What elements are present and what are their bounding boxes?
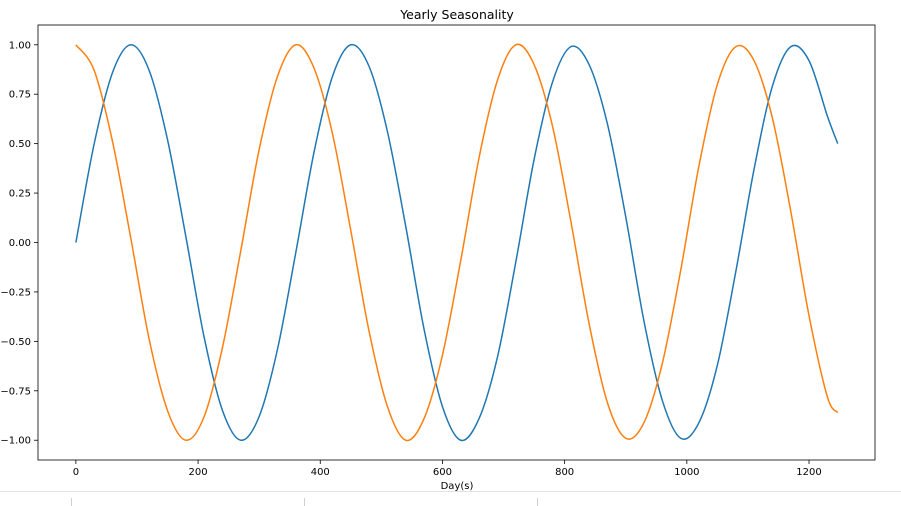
x-tick-label: 200	[189, 467, 208, 478]
x-tick-label: 600	[433, 467, 452, 478]
figure-background	[0, 0, 901, 492]
x-tick-label: 1000	[674, 467, 699, 478]
y-tick-label: −0.25	[0, 287, 31, 298]
y-tick-label: 0.00	[9, 238, 31, 249]
toolbar-divider	[304, 498, 305, 506]
chart-title: Yearly Seasonality	[399, 7, 514, 22]
x-tick-label: 800	[555, 467, 574, 478]
y-tick-label: 0.50	[9, 139, 31, 150]
y-tick-label: −0.75	[0, 386, 31, 397]
bottom-toolbar-strip	[0, 491, 901, 506]
y-tick-label: −1.00	[0, 436, 31, 447]
series-line-2	[75, 43, 839, 442]
y-tick-label: 0.25	[9, 189, 31, 200]
x-tick-label: 1200	[796, 467, 821, 478]
toolbar-divider	[537, 498, 538, 506]
toolbar-divider	[71, 498, 72, 506]
series-line-1	[75, 43, 839, 442]
x-tick-label: 0	[73, 467, 79, 478]
plot-area: 0 200 400 600 800 1000 1200 −1.00 −0.75 −0.50 −0.2…	[0, 24, 876, 478]
y-tick-label: 1.00	[9, 40, 31, 51]
x-axis-label: Day(s)	[441, 481, 474, 492]
line-chart: Yearly Seasonality Day(s) 0 200 400 600 800 1…	[0, 0, 901, 492]
y-tick-label: −0.50	[0, 337, 31, 348]
y-tick-label: 0.75	[9, 90, 31, 101]
x-tick-label: 400	[311, 467, 330, 478]
